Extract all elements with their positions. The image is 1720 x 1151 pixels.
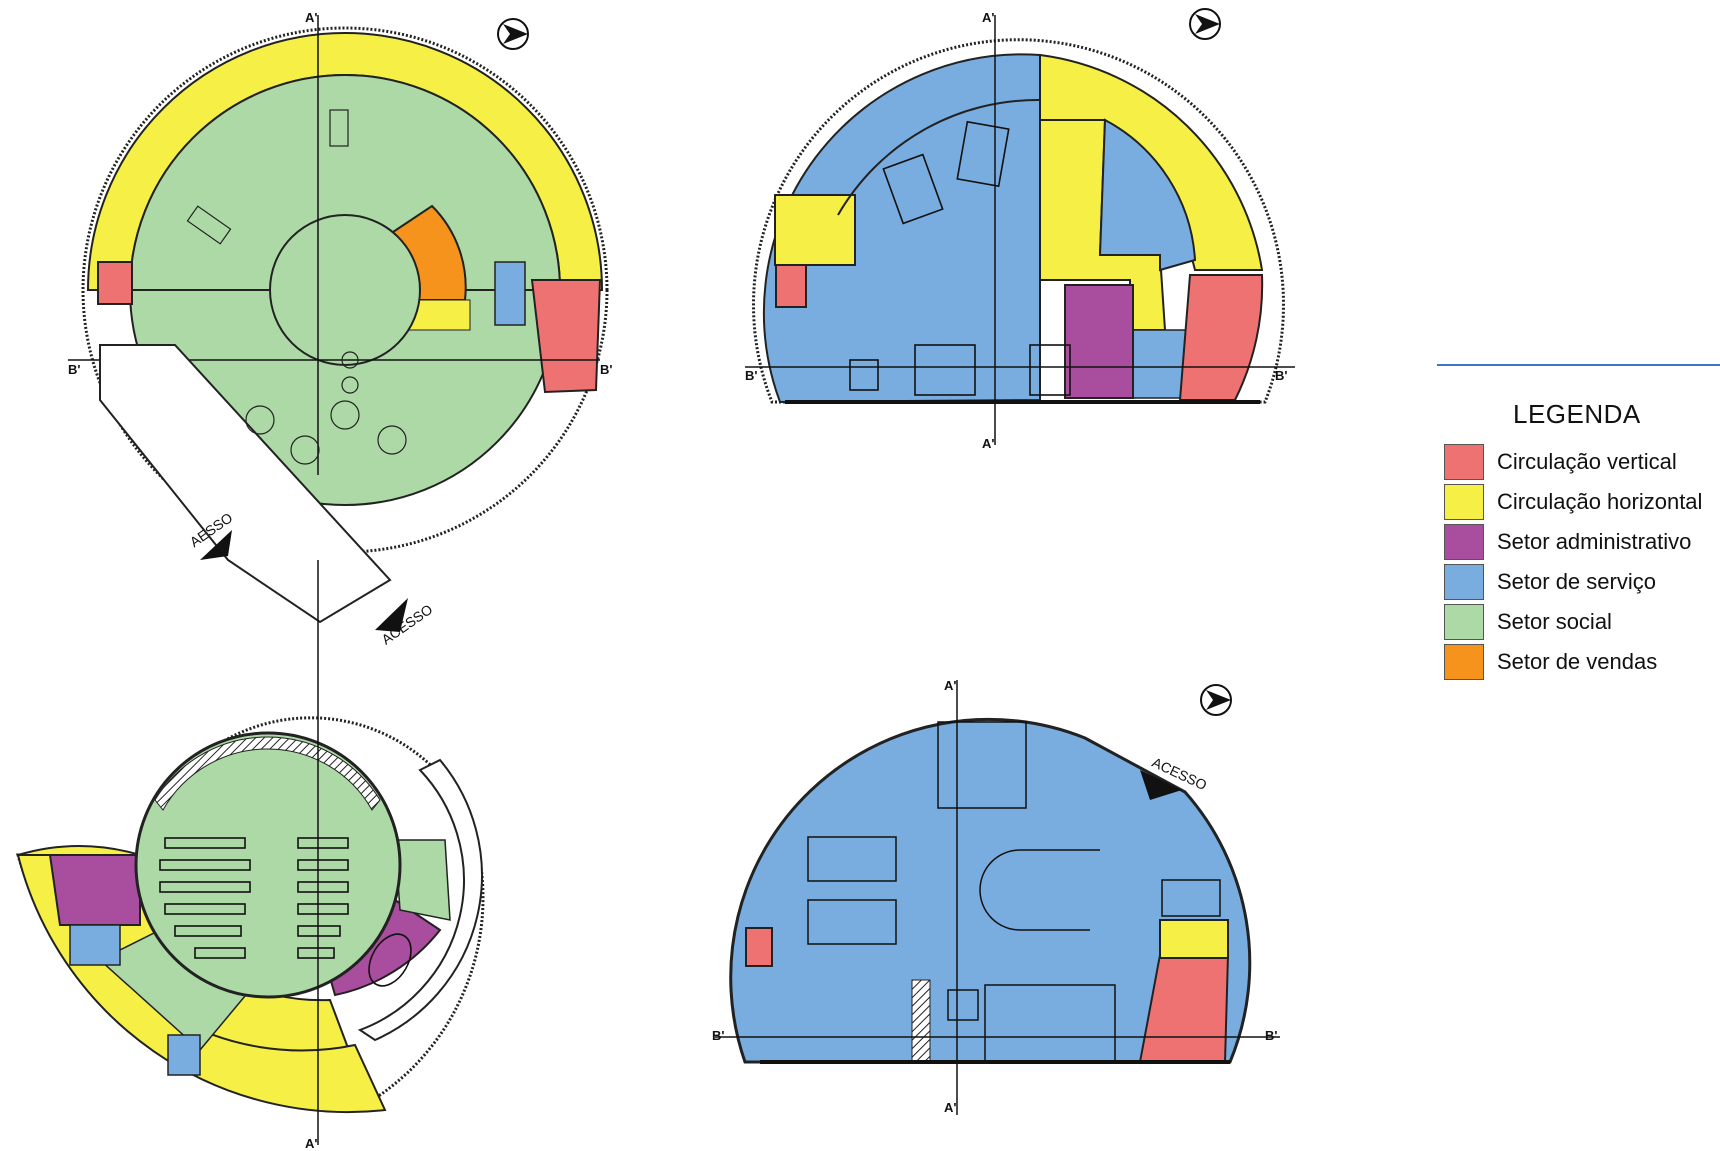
axis-a-label: A': [982, 10, 994, 25]
axis-a-label: A': [944, 678, 956, 693]
plan1-stair-left: [97, 261, 133, 305]
plan2-seats: [159, 837, 349, 959]
legend-label: Setor administrativo: [1497, 529, 1692, 554]
plan3-admin-sector: [1064, 284, 1134, 399]
legend-swatch: [1444, 564, 1484, 600]
plan2-meeting-table: [368, 933, 412, 987]
plan3-vertical-circulation: [1178, 274, 1264, 401]
legend-swatch: [1444, 644, 1484, 680]
plan2-auditorium-hatch: [154, 736, 381, 811]
legend-divider: [1437, 364, 1720, 366]
plan1-vertical-circulation: [530, 279, 602, 394]
plan2-admin-sector: [48, 854, 141, 926]
plan1-walkway: [99, 344, 392, 624]
axis-a-label: A': [982, 436, 994, 451]
access-arrow-icon: [375, 598, 408, 632]
plan-upper-middle: [745, 15, 1295, 445]
access-arrow-icon: [1140, 770, 1182, 800]
legend-item: Circulação horizontal: [1444, 484, 1720, 522]
north-arrow-icon: [1200, 684, 1232, 716]
plan4-horizontal-circulation: [1159, 919, 1229, 959]
axis-markers: A' B' B' A' A' B' B' A' A' A' B' B': [68, 10, 1287, 1151]
legend-label: Setor de vendas: [1497, 649, 1658, 674]
plan2-ramp: [357, 758, 483, 1042]
legend-item: Setor de serviço: [1444, 564, 1720, 602]
legend-item: Setor de vendas: [1444, 644, 1720, 682]
plan-lower-middle: ACESSO: [715, 680, 1280, 1115]
axis-a-label: A': [305, 10, 317, 25]
legend-label: Circulação vertical: [1497, 449, 1677, 474]
access-arrow-icon: [200, 530, 232, 560]
plan-upper-left: [68, 15, 609, 624]
axis-b-label: B': [1265, 1028, 1277, 1043]
plan3-equipment: [849, 120, 1071, 396]
plan2-social-right: [394, 839, 451, 921]
plan3-vertical-left: [775, 264, 807, 308]
plan4-hatched-shaft: [911, 979, 931, 1063]
plan3-horizontal-left: [774, 194, 856, 266]
legend-item: Circulação vertical: [1444, 444, 1720, 482]
legend-swatch: [1444, 524, 1484, 560]
plan3-inner-arc: [837, 98, 1041, 216]
north-arrow-icon: [497, 18, 529, 50]
legend-item: Setor administrativo: [1444, 524, 1720, 562]
plan1-furniture: [186, 109, 407, 465]
plan4-parking-bays: [807, 721, 1221, 1062]
axis-b-label: B': [600, 362, 612, 377]
legend-label: Setor de serviço: [1497, 569, 1656, 594]
legend-label: Circulação horizontal: [1497, 489, 1703, 514]
axis-b-label: B': [68, 362, 80, 377]
axis-b-label: B': [712, 1028, 724, 1043]
plan2-service-wc: [69, 924, 121, 966]
plan1-reception-circle: [269, 214, 421, 366]
plan4-vertical-left: [745, 927, 773, 967]
legend-swatch: [1444, 444, 1484, 480]
legend-item: Setor social: [1444, 604, 1720, 642]
axis-a-label: A': [305, 1136, 317, 1151]
legend-title: LEGENDA: [1513, 399, 1641, 429]
axis-a-label: A': [944, 1100, 956, 1115]
axis-b-label: B': [1275, 368, 1287, 383]
plan2-auditorium: [134, 731, 402, 999]
plan-lower-left: [16, 560, 485, 1145]
plan3-service-right: [1098, 118, 1197, 272]
plan1-service-sector: [494, 261, 526, 326]
legend-swatch: [1444, 604, 1484, 640]
legend-swatch: [1444, 484, 1484, 520]
north-arrow-icon: [1189, 8, 1221, 40]
plan2-service-wc2: [167, 1034, 201, 1076]
axis-b-label: B': [745, 368, 757, 383]
plan3-service-main: [762, 53, 1041, 404]
legend-label: Setor social: [1497, 609, 1612, 634]
